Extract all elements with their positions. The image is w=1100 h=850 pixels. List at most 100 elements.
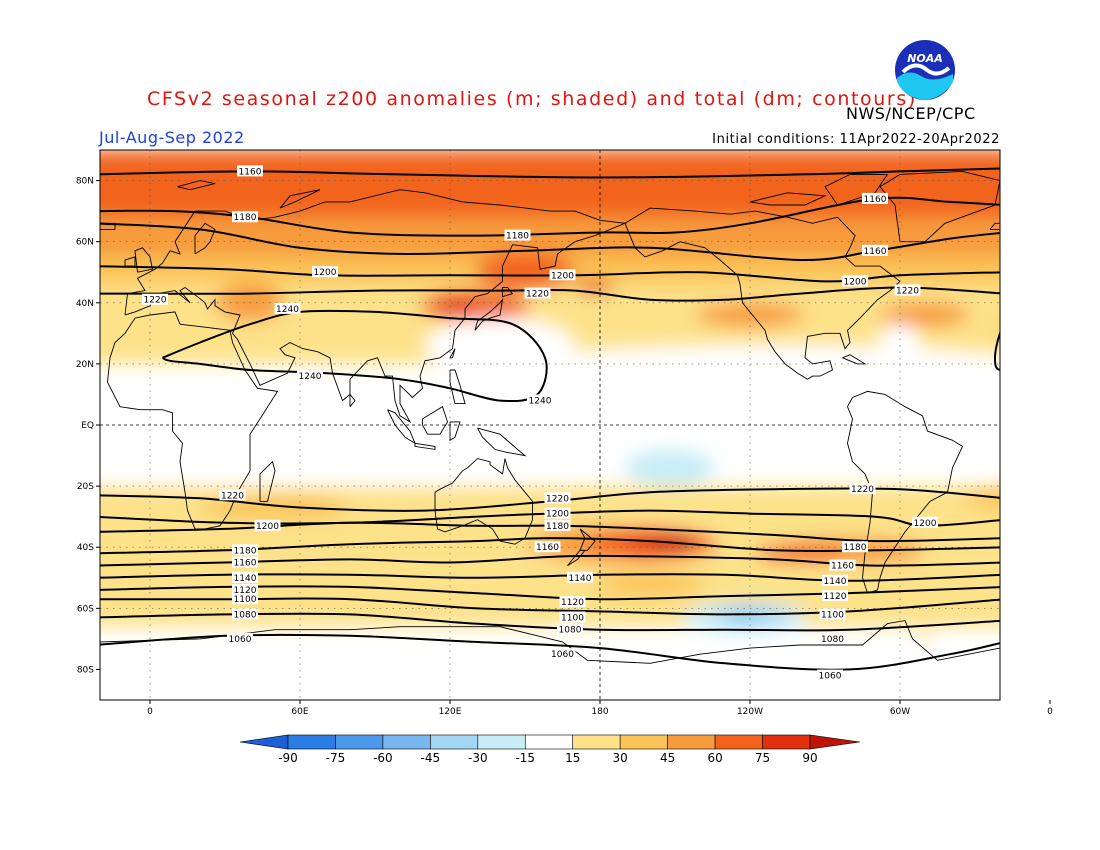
contour-label-bg <box>142 293 168 305</box>
coastline-23 <box>989 222 1000 230</box>
contour-label: 1140 <box>824 577 847 587</box>
contour-label-bg <box>504 229 531 241</box>
lat-label: 60N <box>76 238 94 248</box>
contour-label-bg <box>232 571 258 583</box>
coastline-27 <box>749 192 827 206</box>
lon-label: 0 <box>1047 707 1053 717</box>
contour-label-bg <box>534 541 561 553</box>
legend-label: -75 <box>326 751 346 765</box>
contour-label-bg <box>842 275 868 287</box>
coastline-18 <box>477 427 527 457</box>
contour-label-bg <box>232 608 258 620</box>
legend-arrow-high <box>809 734 861 750</box>
coastline-21 <box>449 348 456 359</box>
lat-label: EQ <box>81 421 94 431</box>
contour-label-bg <box>254 519 281 531</box>
contour-label: 1180 <box>844 543 867 553</box>
legend-label: -90 <box>278 751 298 765</box>
legend-swatch <box>382 734 431 750</box>
legend-label: -60 <box>373 751 393 765</box>
legend-swatch <box>762 734 811 750</box>
contour-label: 1160 <box>536 543 559 553</box>
legend-label: 60 <box>707 751 722 765</box>
contour-label-bg <box>544 507 571 519</box>
contour-label: 1160 <box>234 559 257 569</box>
coastline-24 <box>842 354 867 365</box>
contour-label: 1080 <box>559 626 582 636</box>
legend-arrow-low <box>239 734 289 750</box>
contour-label: 1060 <box>819 672 842 682</box>
contour-label-bg <box>849 483 876 495</box>
lat-label: 60S <box>77 604 94 614</box>
contour-line-4 <box>100 286 1000 302</box>
contour-label-bg <box>232 544 258 556</box>
legend-swatch <box>714 734 763 750</box>
legend-label: 75 <box>755 751 770 765</box>
initial-conditions: Initial conditions: 11Apr2022-20Apr2022 <box>712 132 1000 147</box>
noaa-logo-icon: NOAA <box>895 40 955 100</box>
contour-label: 1060 <box>551 650 574 660</box>
contour-label: 1200 <box>844 277 867 287</box>
contour-label: 1180 <box>234 546 257 556</box>
contour-line-14 <box>100 633 1000 671</box>
legend-label: 15 <box>565 751 580 765</box>
coastline-5 <box>194 222 216 255</box>
contour-label-bg <box>819 608 846 620</box>
coastline-16 <box>422 406 448 435</box>
coastline-0 <box>624 207 901 380</box>
contour-label: 1080 <box>821 635 844 645</box>
contour-label-bg <box>912 516 938 528</box>
contour-label-bg <box>232 556 258 568</box>
contour-label: 1120 <box>561 598 584 608</box>
lon-label: 120W <box>737 707 763 717</box>
lon-label: 0 <box>147 707 153 717</box>
lon-label: 60E <box>291 707 308 717</box>
contour-label-bg <box>544 492 571 504</box>
contour-label-bg <box>232 584 258 595</box>
contour-label-bg <box>549 269 576 281</box>
coastline-8 <box>134 247 154 273</box>
lon-label: 180 <box>591 707 608 717</box>
legend-swatch <box>335 734 384 750</box>
coastline-22 <box>349 393 356 407</box>
forecast-period: Jul-Aug-Sep 2022 <box>99 128 245 147</box>
contour-label-bg <box>567 571 593 583</box>
contour-label: 1180 <box>546 522 569 532</box>
contour-label-bg <box>549 648 576 660</box>
contour-label: 1240 <box>529 397 552 407</box>
contour-label: 1120 <box>234 586 257 596</box>
agency-label: NWS/NCEP/CPC <box>846 104 976 123</box>
legend-label: 30 <box>613 751 628 765</box>
contour-label-bg <box>527 394 553 406</box>
legend-swatch <box>287 734 336 750</box>
legend-swatch <box>477 734 526 750</box>
contour-label: 1220 <box>896 287 919 297</box>
contour-label: 1060 <box>229 635 252 645</box>
coastline-14 <box>567 549 586 566</box>
coastline-17 <box>414 442 436 450</box>
contour-label: 1100 <box>821 610 844 620</box>
graticule <box>100 150 1000 700</box>
contour-label: 1140 <box>569 574 592 584</box>
contour-label: 1080 <box>234 610 257 620</box>
contour-label-bg <box>232 211 258 223</box>
contour-label-bg <box>894 284 921 296</box>
contour-label-bg <box>557 623 583 635</box>
legend-swatch <box>667 734 716 750</box>
contour-label-bg <box>274 302 301 314</box>
contour-label-bg <box>829 559 856 571</box>
contour-label: 1160 <box>864 195 887 205</box>
contour-label-bg <box>822 590 848 602</box>
contour-label-bg <box>819 632 846 644</box>
coastline-19 <box>449 421 461 442</box>
contour-label: 1200 <box>256 522 279 532</box>
contour-label: 1240 <box>299 372 322 382</box>
map-axes: 80N 60N 40N 20N EQ 20S 40S 60S 80S 0 60E 120E 180 120… <box>76 177 1053 717</box>
contour-label-bg <box>559 611 586 623</box>
contour-1240-east <box>993 330 1000 372</box>
contour-label: 1180 <box>506 232 529 242</box>
lon-label: 60W <box>890 707 910 717</box>
